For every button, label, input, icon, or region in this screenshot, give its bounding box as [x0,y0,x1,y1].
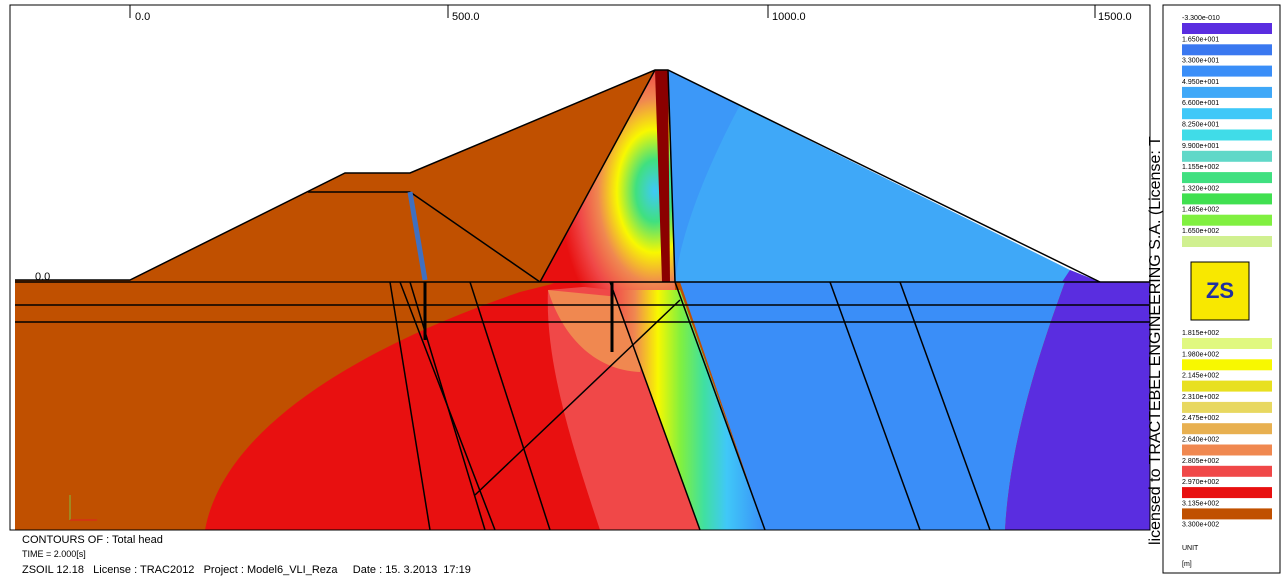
legend-frame [1162,4,1281,574]
x-label: 500.0 [452,11,480,23]
x-label: 1000.0 [772,11,806,23]
legend-swatch [1182,86,1272,98]
legend: -3.300e-010 1.650e+001 3.300e+001 4.950e+00… [1182,15,1272,529]
footer-contours: CONTOURS OF : Total head [22,534,163,546]
unit: [m] [1182,561,1192,568]
legend-label: 3.300e+001 [1182,58,1219,65]
legend-label: 8.250e+001 [1182,122,1219,129]
watermark: licensed to TRACTEBEL ENGINEERING S.A. (… [1147,136,1164,545]
legend-label: 1.980e+002 [1182,351,1219,358]
legend-swatch [1182,236,1272,247]
plot-frame [9,4,1151,531]
x-label: 0.0 [135,11,150,23]
legend-swatch [1182,401,1272,413]
legend-swatch [1182,423,1272,435]
legend-label: 1.650e+002 [1182,228,1219,235]
legend-label: 2.145e+002 [1182,373,1219,380]
legend-label: 1.155e+002 [1182,164,1219,171]
legend-label: 2.805e+002 [1182,458,1219,465]
legend-swatch [1182,359,1272,371]
legend-label: 1.485e+002 [1182,207,1219,214]
legend-swatch [1182,172,1272,184]
legend-label: -3.300e-010 [1182,15,1220,22]
legend-swatch [1182,129,1272,141]
footer-info: ZSOIL 12.18 License : TRAC2012 Project :… [22,564,471,576]
legend-swatch [1182,465,1272,477]
legend-label: 1.815e+002 [1182,330,1219,337]
contour-plot [15,69,1150,531]
legend-swatch [1182,380,1272,392]
legend-label: 2.640e+002 [1182,437,1219,444]
legend-label: 6.600e+001 [1182,100,1219,107]
x-label: 1500.0 [1098,11,1132,23]
unit-title: UNIT [1182,545,1199,552]
legend-swatch [1182,214,1272,226]
legend-label: 2.970e+002 [1182,479,1219,486]
legend-swatch [1182,44,1272,56]
legend-label: 3.135e+002 [1182,500,1219,507]
legend-swatch [1182,487,1272,499]
legend-swatch [1182,150,1272,162]
logo: ZS [1190,261,1250,321]
footer-time: TIME = 2.000[s] [22,549,86,559]
svg-text:ZS: ZS [1206,278,1234,303]
top-ticks [129,5,1096,18]
legend-swatch [1182,108,1272,120]
elevation-label: 0.0 [35,271,50,283]
legend-label: 1.650e+001 [1182,36,1219,43]
legend-label: 2.475e+002 [1182,415,1219,422]
legend-label: 1.320e+002 [1182,185,1219,192]
legend-label: 3.300e+002 [1182,522,1219,529]
legend-label: 9.900e+001 [1182,143,1219,150]
legend-label: 4.950e+001 [1182,79,1219,86]
legend-label: 2.310e+002 [1182,394,1219,401]
legend-swatch [1182,444,1272,456]
legend-swatch [1182,23,1272,34]
legend-swatch [1182,193,1272,205]
legend-swatch [1182,508,1272,520]
legend-swatch [1182,338,1272,349]
legend-swatch [1182,65,1272,77]
